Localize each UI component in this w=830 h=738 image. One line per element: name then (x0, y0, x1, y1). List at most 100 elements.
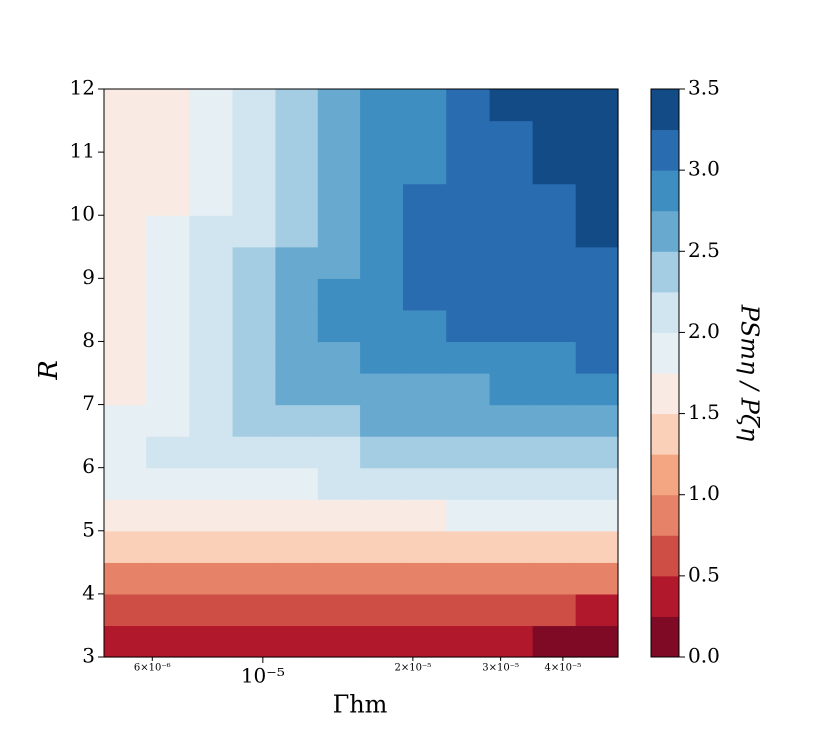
y-tick-label: 12 (70, 76, 95, 100)
colorbar-label: PSmη / Pζη (736, 304, 764, 442)
colorbar-tick-label: 1.5 (688, 400, 720, 424)
contour-cell (146, 183, 190, 216)
contour-cell (189, 562, 234, 595)
contour-cell (146, 246, 190, 279)
colorbar-segment (651, 575, 679, 617)
contour-cell (189, 246, 234, 279)
contour-cell (360, 278, 404, 311)
contour-cell (146, 278, 190, 311)
colorbar-frame (650, 88, 680, 658)
contour-cell (275, 120, 319, 153)
contour-cell (575, 309, 619, 343)
contour-cell (189, 89, 234, 122)
contour-cell (232, 120, 277, 153)
contour-cell (360, 373, 404, 406)
colorbar-tick-label: 0.0 (688, 644, 720, 668)
contour-cell (104, 467, 147, 500)
contour-cell (317, 215, 361, 248)
colorbar-segment (651, 454, 679, 496)
contour-cell (275, 89, 319, 122)
contour-cell (104, 215, 147, 248)
contour-cell (402, 625, 447, 658)
contour-cell (532, 436, 577, 469)
contour-cell (446, 593, 491, 627)
contour-cell (575, 183, 619, 216)
contour-cell (275, 278, 319, 311)
contour-cell (104, 625, 147, 658)
contour-cell (146, 436, 190, 469)
contour-cell (232, 373, 277, 406)
contour-cell (489, 246, 534, 279)
contour-cell (575, 152, 619, 185)
contour-cell (575, 278, 619, 311)
y-tick-label: 3 (82, 644, 95, 668)
contour-cell (146, 309, 190, 343)
contour-cell (146, 373, 190, 406)
contour-cell (532, 404, 577, 437)
contour-cell (189, 404, 234, 437)
contour-cell (532, 246, 577, 279)
colorbar-segment (651, 413, 679, 455)
contour-cell (575, 373, 619, 406)
contour-cell (575, 436, 619, 469)
contour-cell (575, 467, 619, 500)
contour-cell (360, 215, 404, 248)
contour-cell (275, 530, 319, 563)
contour-cell (232, 341, 277, 374)
contour-cell (360, 152, 404, 185)
contour-cell (575, 89, 619, 122)
contour-cell (104, 436, 147, 469)
contour-cell (360, 499, 404, 532)
contour-cell (104, 562, 147, 595)
contour-cell (232, 89, 277, 122)
contour-cell (532, 89, 577, 122)
contour-cell (146, 404, 190, 437)
contour-cell (189, 593, 234, 627)
x-tick-label: 2×10⁻⁵ (394, 663, 431, 674)
contour-cell (360, 246, 404, 279)
contour-cell (189, 436, 234, 469)
contour-cell (402, 467, 447, 500)
x-axis-label: Γhm (333, 691, 388, 719)
contour-cell (489, 309, 534, 343)
contour-cell (575, 562, 619, 595)
contour-cell (532, 530, 577, 563)
contour-cell (489, 436, 534, 469)
colorbar-segment (651, 291, 679, 333)
colorbar-segment (651, 89, 679, 131)
contour-cell (446, 183, 491, 216)
contour-cell (232, 309, 277, 343)
contour-cell (402, 562, 447, 595)
contour-cell (360, 625, 404, 658)
contour-cell (532, 120, 577, 153)
contour-cell (189, 373, 234, 406)
contour-cell (275, 309, 319, 343)
colorbar-tick-label: 2.0 (688, 319, 720, 343)
colorbar-segment (651, 129, 679, 171)
contour-cell (532, 278, 577, 311)
contour-cell (232, 625, 277, 658)
contour-cell (317, 120, 361, 153)
contour-cell (446, 436, 491, 469)
contour-cell (575, 120, 619, 153)
contour-cell (446, 309, 491, 343)
colorbar-tick-label: 2.5 (688, 238, 720, 262)
contour-cell (317, 341, 361, 374)
colorbar-segment (651, 373, 679, 415)
contour-cell (275, 246, 319, 279)
colorbar-segment (651, 494, 679, 536)
contour-cell (232, 593, 277, 627)
contour-cell (532, 625, 577, 658)
contour-cell (146, 120, 190, 153)
y-tick-label: 11 (70, 139, 95, 163)
contour-cell (189, 278, 234, 311)
contour-cell (275, 436, 319, 469)
contour-cell (489, 120, 534, 153)
contour-cell (489, 89, 534, 122)
contour-cell (146, 467, 190, 500)
contour-cell (317, 309, 361, 343)
colorbar-tick-label: 1.0 (688, 481, 720, 505)
contour-cell (575, 625, 619, 658)
contour-cell (532, 215, 577, 248)
contour-cell (446, 341, 491, 374)
